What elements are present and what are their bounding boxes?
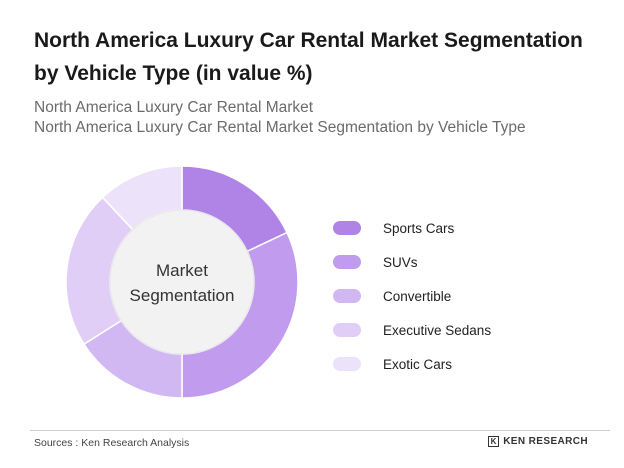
center-label-line-1: Market bbox=[156, 261, 208, 280]
brand-name: KEN RESEARCH bbox=[503, 436, 588, 447]
legend-label: Exotic Cars bbox=[383, 356, 453, 372]
subtitle-line-market: North America Luxury Car Rental Market bbox=[34, 99, 314, 116]
legend-swatch bbox=[333, 221, 361, 235]
donut-slices bbox=[65, 165, 299, 399]
legend-item-exotic-cars: Exotic Cars bbox=[333, 347, 613, 381]
center-label-line-2: Segmentation bbox=[130, 286, 235, 305]
source-note: Sources : Ken Research Analysis bbox=[34, 437, 190, 449]
chart-subtitle: North America Luxury Car Rental Market N… bbox=[34, 98, 609, 138]
legend-item-sports-cars: Sports Cars bbox=[333, 211, 613, 245]
chart-legend: Sports Cars SUVs Convertible Executive S… bbox=[333, 211, 613, 381]
legend-item-convertible: Convertible bbox=[333, 279, 613, 313]
legend-swatch bbox=[333, 255, 361, 269]
legend-label: Sports Cars bbox=[383, 220, 455, 236]
legend-swatch bbox=[333, 289, 361, 303]
legend-item-suvs: SUVs bbox=[333, 245, 613, 279]
legend-swatch bbox=[333, 357, 361, 371]
donut-center-disc bbox=[110, 210, 254, 354]
legend-label: SUVs bbox=[383, 254, 418, 270]
chart-title: North America Luxury Car Rental Market S… bbox=[34, 29, 583, 85]
donut-chart: Market Segmentation bbox=[65, 165, 299, 399]
subtitle-line-segmentation: North America Luxury Car Rental Market S… bbox=[34, 119, 526, 136]
brand-logo: K KEN RESEARCH bbox=[488, 436, 588, 447]
legend-swatch bbox=[333, 323, 361, 337]
donut-center-ring bbox=[109, 209, 255, 355]
footer-divider bbox=[30, 430, 610, 431]
legend-label: Executive Sedans bbox=[383, 322, 492, 338]
legend-item-executive-sedans: Executive Sedans bbox=[333, 313, 613, 347]
brand-mark-icon: K bbox=[488, 436, 500, 447]
legend-label: Convertible bbox=[383, 288, 452, 304]
